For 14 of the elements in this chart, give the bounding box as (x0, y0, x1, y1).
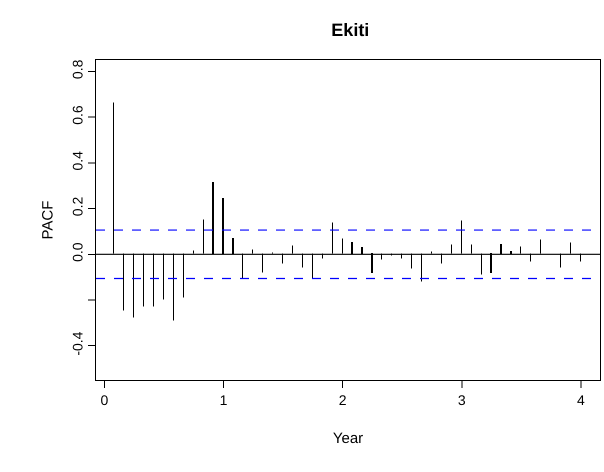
x-tick-label: 2 (338, 392, 347, 408)
y-tick-label: -0.4 (69, 331, 86, 356)
x-tick-label: 3 (458, 392, 466, 408)
x-tick-label: 4 (577, 392, 586, 408)
y-tick-label: 0.6 (69, 105, 86, 125)
y-tick-label: 0.2 (69, 196, 86, 216)
y-tick-label: 0.8 (69, 59, 86, 80)
x-tick-label: 1 (220, 392, 228, 408)
x-axis-title: Year (332, 430, 364, 447)
chart-title: Ekiti (331, 20, 370, 40)
x-tick-label: 0 (100, 392, 108, 408)
y-tick-label: 0.4 (69, 150, 86, 170)
y-tick-label: 0.0 (69, 242, 86, 262)
y-axis-title: PACF (40, 200, 57, 240)
